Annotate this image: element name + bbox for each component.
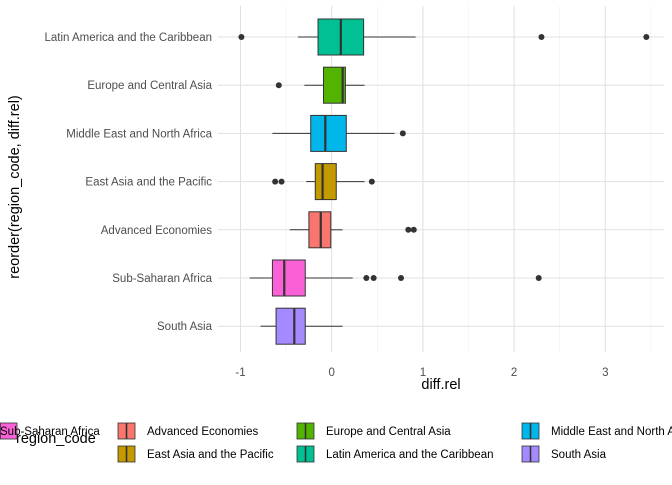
outlier-point — [370, 275, 377, 281]
legend: region_code Advanced Economies East Asia … — [0, 422, 672, 463]
outlier-point — [275, 82, 282, 89]
legend-key-box — [0, 422, 18, 440]
y-tick-label-latin-america-and-the-caribbean: Latin America and the Caribbean — [45, 32, 213, 44]
outlier-point — [368, 178, 375, 185]
y-tick-labels: Latin America and the Caribbean Europe an… — [45, 32, 213, 333]
outlier-point — [398, 275, 405, 281]
x-axis-title: diff.rel — [421, 377, 460, 393]
legend-item-middle-east-and-north-africa: Middle East and North Africa — [521, 422, 672, 440]
x-tick-label: 0 — [328, 367, 334, 379]
outlier-point — [538, 34, 545, 40]
x-tick-label: 3 — [602, 367, 608, 379]
outlier-point — [278, 178, 285, 185]
legend-item-latin-america-and-the-caribbean: Latin America and the Caribbean — [296, 445, 494, 463]
y-tick-label-east-asia-and-the-pacific: East Asia and the Pacific — [85, 177, 212, 189]
y-tick-label-south-asia: South Asia — [157, 321, 213, 333]
legend-item-sub-saharan-africa: Sub-Saharan Africa — [0, 422, 100, 440]
outlier-point — [399, 130, 406, 137]
x-tick-labels: -1 0 1 2 3 — [235, 367, 608, 379]
legend-label: Europe and Central Asia — [326, 426, 451, 438]
box-south-asia — [260, 307, 343, 345]
x-tick-label: 2 — [511, 367, 517, 379]
outlier-point — [643, 34, 650, 40]
outlier-point — [238, 34, 245, 40]
y-tick-label-europe-and-central-asia: Europe and Central Asia — [87, 80, 212, 92]
outlier-point — [535, 275, 542, 281]
x-tick-label: 1 — [420, 367, 426, 379]
outlier-point — [272, 178, 279, 185]
iqr-box — [322, 66, 346, 104]
box-east-asia-and-the-pacific — [272, 163, 375, 201]
box-layer — [238, 18, 650, 345]
legend-label: Sub-Saharan Africa — [0, 426, 100, 438]
legend-item-advanced-economies: Advanced Economies — [117, 422, 258, 440]
x-tick-label: -1 — [235, 367, 245, 379]
grid-layer — [218, 6, 664, 352]
y-tick-label-sub-saharan-africa: Sub-Saharan Africa — [112, 273, 212, 285]
y-tick-label-advanced-economies: Advanced Economies — [101, 225, 212, 237]
legend-label: South Asia — [551, 449, 607, 461]
y-axis-title: reorder(region_code, diff.rel) — [7, 95, 23, 279]
legend-item-south-asia: South Asia — [521, 445, 607, 463]
legend-item-east-asia-and-the-pacific: East Asia and the Pacific — [117, 445, 274, 463]
iqr-box — [310, 114, 347, 152]
outlier-point — [405, 226, 412, 233]
box-europe-and-central-asia — [275, 66, 365, 104]
legend-label: Latin America and the Caribbean — [326, 449, 494, 461]
box-latin-america-and-the-caribbean — [238, 18, 650, 56]
legend-item-europe-and-central-asia: Europe and Central Asia — [296, 422, 451, 440]
box-middle-east-and-north-africa — [272, 114, 406, 152]
iqr-box — [271, 259, 306, 297]
legend-label: East Asia and the Pacific — [147, 449, 274, 461]
iqr-box — [314, 163, 337, 201]
box-sub-saharan-africa — [249, 259, 542, 297]
box-advanced-economies — [289, 211, 417, 249]
legend-title: region_code — [16, 431, 96, 447]
outlier-point — [363, 275, 370, 281]
legend-label: Middle East and North Africa — [551, 426, 672, 438]
legend-label: Advanced Economies — [147, 426, 258, 438]
y-tick-label-middle-east-and-north-africa: Middle East and North Africa — [66, 128, 212, 140]
iqr-box — [275, 307, 306, 345]
outlier-point — [410, 226, 417, 233]
